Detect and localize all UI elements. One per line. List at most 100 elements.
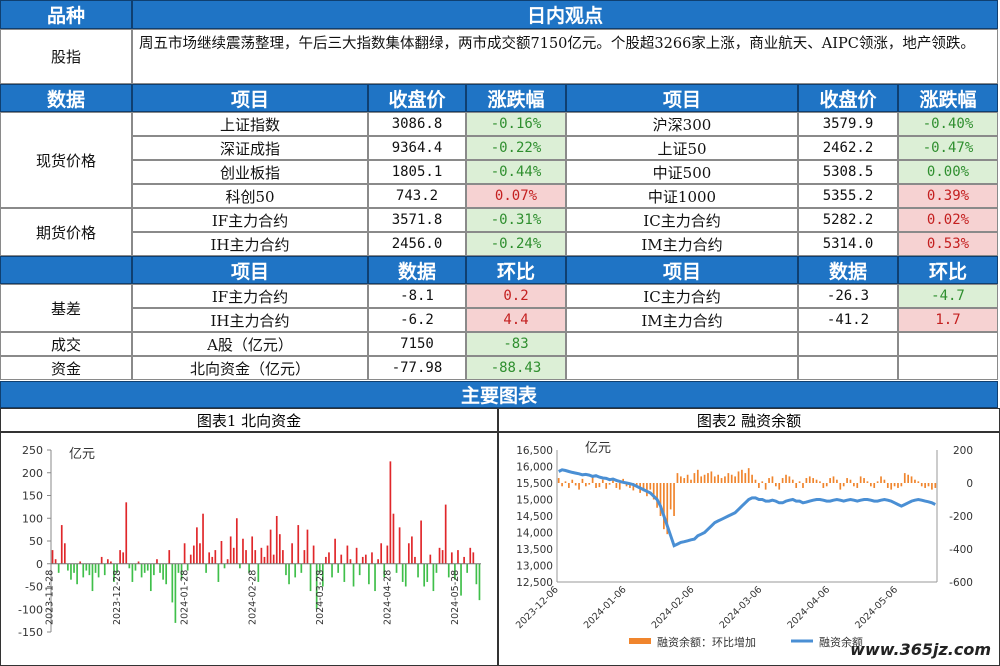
bar [202,513,204,564]
change-bar [571,479,574,483]
change-bar [819,481,821,483]
t1-row-change-2: -0.40% [898,112,998,136]
y-right-tick-label: 200 [953,445,973,457]
change-bar [578,483,580,490]
bar [248,563,250,573]
bar [183,543,186,564]
t1-row-item: 上证指数 [132,112,368,136]
change-bar [802,483,804,488]
bar [257,563,260,582]
t1-row-close-2: 2462.2 [798,136,898,160]
change-bar [822,483,825,488]
basis-row-qoq: 0.2 [466,284,566,308]
bar [457,550,459,564]
bar [321,563,324,587]
basis-row-value: -8.1 [368,284,466,308]
y-right-tick-label: -400 [949,544,973,556]
bar [355,547,358,564]
bar [245,550,247,564]
change-bar [618,483,621,490]
bar [177,563,180,573]
bar [263,556,266,564]
basis-row-value: -6.2 [368,308,466,332]
t1-row-item: 深证成指 [132,136,368,160]
t1-row-item: 创业板指 [132,160,368,184]
bar [199,543,201,564]
bar [364,554,367,564]
change-bar [856,483,859,488]
funds-item: 北向资金（亿元） [132,356,368,380]
bar [76,563,78,585]
funds-qoq: -88.43 [466,356,566,380]
bar [349,559,352,564]
change-bar [568,483,570,488]
bar [328,552,330,564]
bar [128,563,131,569]
change-bar [608,483,611,485]
t1-row-change: -0.16% [466,112,566,136]
change-bar [591,476,594,483]
bar [103,563,106,576]
x-tick-label: 2024-04-06 [785,584,832,631]
change-bar [897,483,899,488]
change-bar [812,478,815,483]
change-bar [825,483,828,487]
t1-row-close: 9364.4 [368,136,466,160]
turnover-empty-1 [566,332,798,356]
bar [171,563,174,603]
y-tick-label: 50 [29,535,43,548]
funds-empty-3 [898,356,998,380]
y-right-tick-label: 0 [966,478,973,490]
y-tick-label: -50 [25,581,43,594]
y-axis-unit-label: 亿元 [585,441,611,456]
t1-header-data: 数据 [0,84,132,112]
bar [414,556,416,564]
bar [417,563,419,578]
y-left-tick-label: 13,500 [516,544,553,556]
change-bar [869,483,872,487]
change-bar [690,479,692,483]
basis-row-qoq-2: 1.7 [898,308,998,332]
t1-header-change: 涨跌幅 [466,84,566,112]
turnover-value: 7150 [368,332,466,356]
change-bar [758,483,760,488]
change-bar [615,483,618,488]
bar [180,563,183,580]
y-left-tick-label: 12,500 [516,577,553,589]
change-bar [771,476,774,483]
bar [79,561,82,564]
bar [70,563,72,580]
change-bar [557,478,560,483]
chart1-panel: 图表1 北向资金 -150 -100 -50 0 50 100 150 200 250 亿元 202… [0,408,498,666]
group-spot-price: 现货价格 [0,112,132,208]
bar [189,554,192,564]
change-bar [774,483,777,487]
bar [146,563,149,571]
x-tick-label: 2024-03-06 [718,584,765,631]
bar [254,550,257,564]
change-bar [785,474,787,483]
change-bar [717,474,720,483]
t1-row-item: IH主力合约 [132,232,368,256]
basis-row-value-2: -26.3 [798,284,898,308]
t1-row-change: -0.24% [466,232,566,256]
bar [113,563,115,582]
bar [478,563,481,601]
change-bar [761,481,764,483]
bar [269,529,272,564]
bar [291,543,293,564]
change-bar [900,483,903,487]
bar [211,556,214,564]
change-bar [666,483,669,535]
bar [149,563,152,592]
basis-row-item: IF主力合约 [132,284,368,308]
y-tick-label: 200 [22,467,43,480]
x-tick-label: 2023-12-28 [112,570,123,625]
change-bar [700,476,703,483]
bar [110,561,112,564]
change-bar [737,471,740,483]
t1-row-change-2: 0.39% [898,184,998,208]
turnover-empty-2 [798,332,898,356]
turnover-empty-3 [898,332,998,356]
t1-row-close-2: 5355.2 [798,184,898,208]
